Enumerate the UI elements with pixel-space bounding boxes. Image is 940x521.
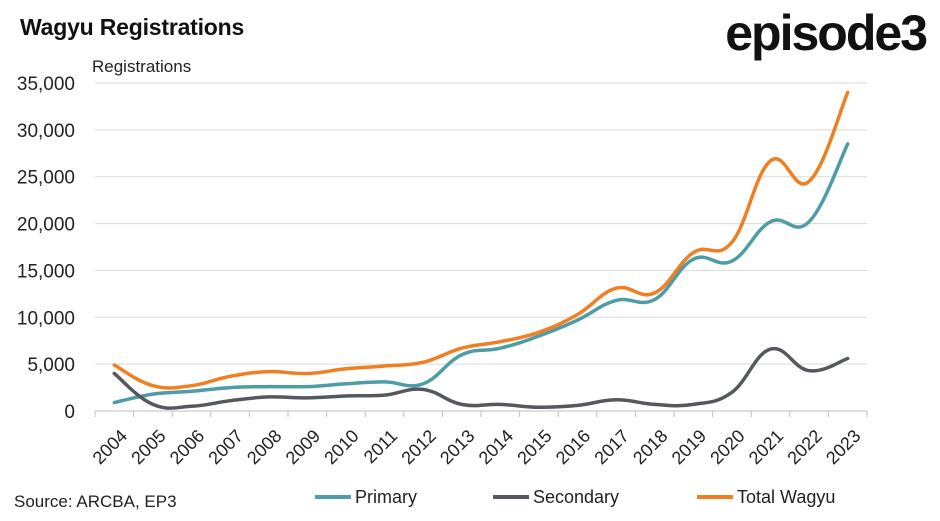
x-tick-label: 2015 xyxy=(513,426,555,468)
x-tick-label: 2004 xyxy=(89,426,131,468)
x-tick-label: 2014 xyxy=(475,426,517,468)
brand-logo: episode3 xyxy=(725,5,928,61)
y-axis: 0 5,000 10,000 15,000 20,000 25,000 30,000 35,0… xyxy=(17,74,75,423)
legend-label-total-wagyu: Total Wagyu xyxy=(737,487,835,507)
y-tick-label: 20,000 xyxy=(17,215,75,236)
x-axis: 2004200520062007200820092010201120122013… xyxy=(89,410,868,468)
x-tick-label: 2009 xyxy=(282,426,324,468)
x-tick-label: 2022 xyxy=(783,426,825,468)
y-axis-label: Registrations xyxy=(92,57,191,76)
x-tick-label: 2021 xyxy=(745,426,787,468)
series-line-secondary xyxy=(112,346,850,410)
x-tick-label: 2011 xyxy=(360,426,402,468)
source-note: Source: ARCBA, EP3 xyxy=(14,492,177,511)
series-line-primary xyxy=(112,142,850,405)
legend: Primary Secondary Total Wagyu xyxy=(315,487,835,507)
y-tick-label: 35,000 xyxy=(17,74,75,95)
x-tick-label: 2013 xyxy=(436,426,478,468)
y-tick-label: 10,000 xyxy=(17,308,75,329)
y-tick-label: 30,000 xyxy=(17,121,75,142)
x-tick-label: 2018 xyxy=(629,426,671,468)
x-tick-label: 2023 xyxy=(822,426,864,468)
legend-label-primary: Primary xyxy=(355,487,417,507)
legend-label-secondary: Secondary xyxy=(533,487,619,507)
x-tick-label: 2010 xyxy=(320,426,362,468)
series-lines xyxy=(112,90,850,410)
x-tick-label: 2017 xyxy=(590,426,632,468)
y-tick-label: 0 xyxy=(64,402,75,423)
chart-title: Wagyu Registrations xyxy=(20,14,245,40)
x-tick-label: 2007 xyxy=(204,426,246,468)
series-line-total-wagyu xyxy=(112,90,850,390)
y-tick-label: 15,000 xyxy=(17,261,75,282)
x-tick-label: 2005 xyxy=(127,426,169,468)
x-tick-label: 2012 xyxy=(397,426,439,468)
y-tick-label: 5,000 xyxy=(27,355,75,376)
x-tick-label: 2019 xyxy=(668,426,710,468)
y-tick-label: 25,000 xyxy=(17,168,75,189)
x-tick-label: 2016 xyxy=(552,426,594,468)
x-tick-label: 2020 xyxy=(706,426,748,468)
x-tick-label: 2006 xyxy=(166,426,208,468)
x-tick-label: 2008 xyxy=(243,426,285,468)
gridlines xyxy=(95,82,867,365)
